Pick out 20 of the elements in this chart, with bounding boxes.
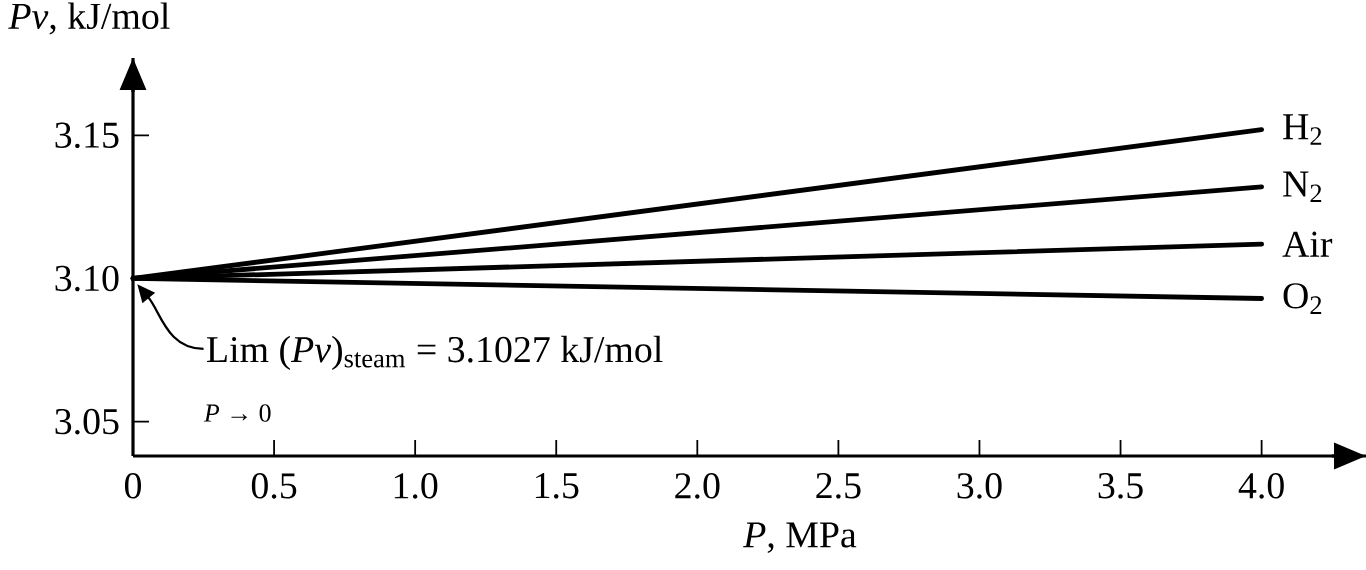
x-tick-label: 1.0: [394, 473, 438, 499]
x-tick-label: 2.0: [675, 473, 720, 499]
x-tick-label: 1.5: [535, 473, 579, 499]
annotation: Lim (Pv)$_{steam}$ = 3.1027 kJ/mol: [207, 335, 663, 371]
y-tick-label: 3.10: [55, 265, 119, 292]
x-tick-label: 4.0: [1238, 473, 1284, 499]
x-tick-label: 3.0: [957, 473, 1002, 499]
annotation: P → 0: [203, 404, 271, 422]
x-tick-label: 3.5: [1098, 473, 1143, 499]
y-tick-label: 3.05: [55, 408, 119, 435]
x-tick-label: 2.5: [816, 473, 861, 499]
series-label: O$_{2}$: [1283, 283, 1322, 314]
series-label: N$_{2}$: [1283, 171, 1322, 203]
x-tick-label: 0.5: [251, 473, 297, 499]
y-axis-title: Pv, kJ/mol: [8, 2, 170, 35]
x-tick-label: 0: [124, 473, 141, 499]
y-tick-label: 3.15: [55, 122, 119, 149]
series-label: H$_{2}$: [1283, 114, 1322, 145]
series-label: Air: [1282, 231, 1333, 257]
x-axis-title: P, MPa: [743, 522, 857, 553]
